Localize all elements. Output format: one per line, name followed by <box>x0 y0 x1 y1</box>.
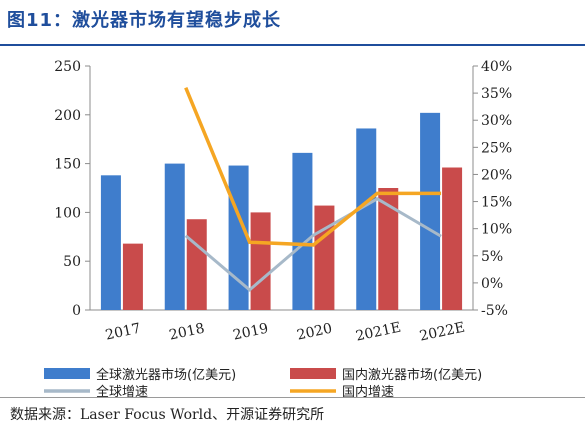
legend-label: 国内激光器市场(亿美元) <box>342 367 482 383</box>
global-bar <box>292 152 313 310</box>
title-divider <box>0 44 585 46</box>
domestic-bar <box>122 243 143 310</box>
right-tick-label: 5% <box>481 249 503 265</box>
figure-title: 图11：激光器市场有望稳步成长 <box>7 10 282 31</box>
left-tick-label: 0 <box>72 303 81 319</box>
x-tick-label: 2018 <box>168 321 206 344</box>
right-tick-label: 30% <box>481 113 512 129</box>
x-tick-label: 2019 <box>232 321 270 344</box>
right-tick-label: 25% <box>481 140 512 156</box>
left-tick-label: 100 <box>54 205 81 221</box>
legend-swatch <box>290 368 336 379</box>
global-growth-line <box>184 197 442 292</box>
source-note: 数据来源：Laser Focus World、开源证券研究所 <box>10 407 325 423</box>
x-tick-label: 2017 <box>104 321 142 344</box>
legend-swatch <box>44 368 90 379</box>
left-tick-label: 150 <box>54 157 81 173</box>
domestic-bar <box>186 219 207 310</box>
left-tick-label: 50 <box>63 254 81 270</box>
legend-label: 全球激光器市场(亿美元) <box>96 367 236 383</box>
x-tick-label: 2022E <box>418 319 466 344</box>
global-bar <box>356 128 377 310</box>
x-tick-label: 2021E <box>354 319 402 344</box>
domestic-bar <box>378 188 399 310</box>
right-tick-label: 40% <box>481 59 512 75</box>
global-bar <box>100 175 121 310</box>
right-tick-label: 20% <box>481 167 512 183</box>
x-tick-label: 2020 <box>295 321 333 344</box>
right-tick-label: -5% <box>481 303 508 319</box>
domestic-growth-line <box>184 87 442 247</box>
legend-label: 全球增速 <box>96 384 148 400</box>
global-bar <box>164 163 185 310</box>
right-tick-label: 10% <box>481 222 512 238</box>
source-divider <box>0 397 585 398</box>
left-tick-label: 200 <box>54 108 81 124</box>
right-tick-label: 35% <box>481 86 512 102</box>
right-tick-label: 0% <box>481 276 503 292</box>
domestic-bar <box>442 167 463 310</box>
domestic-bar <box>250 212 271 310</box>
left-tick-label: 250 <box>54 59 81 75</box>
legend-label: 国内增速 <box>342 384 394 400</box>
right-tick-label: 15% <box>481 195 512 211</box>
domestic-bar <box>314 205 335 310</box>
global-bar <box>420 112 441 311</box>
